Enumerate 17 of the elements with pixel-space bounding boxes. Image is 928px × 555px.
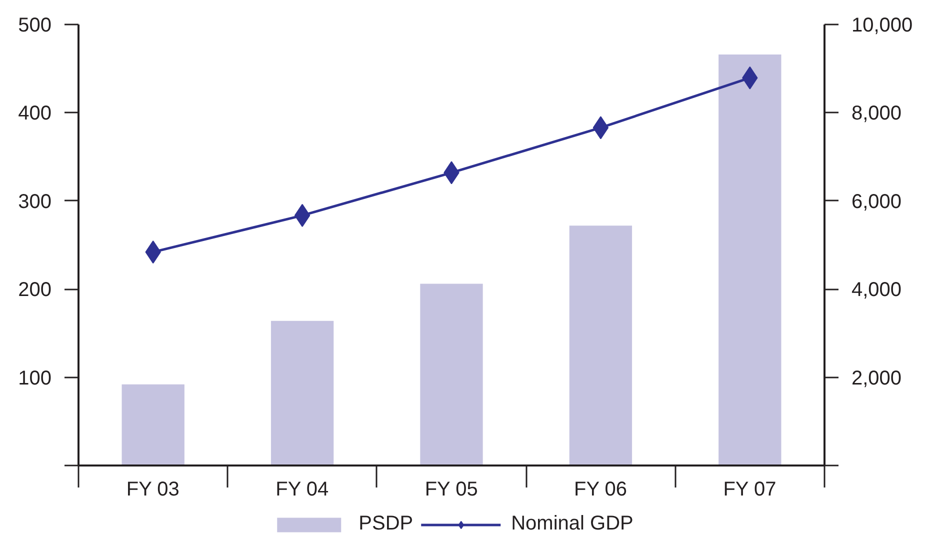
legend-label: Nominal GDP [511,512,634,536]
y2-tick-label: 2,000 [852,367,902,390]
y-tick-label: 500 [18,14,52,36]
y-tick-label: 100 [18,367,52,390]
y2-tick-label: 6,000 [852,190,902,213]
legend-label: PSDP [358,512,414,536]
x-tick-label: FY 04 [276,478,329,500]
y-tick-label: 400 [18,102,52,125]
x-tick-label: FY 07 [723,478,776,500]
x-tick-label: FY 03 [126,478,180,500]
x-tick-label: FY 05 [424,478,478,500]
y-tick-label: 200 [18,279,52,302]
y2-tick-label: 4,000 [852,279,902,302]
y-tick-label: 300 [18,190,52,213]
x-tick-label: FY 06 [574,478,628,500]
y2-tick-label: 10,000 [852,14,913,36]
y2-tick-label: 8,000 [852,102,902,125]
